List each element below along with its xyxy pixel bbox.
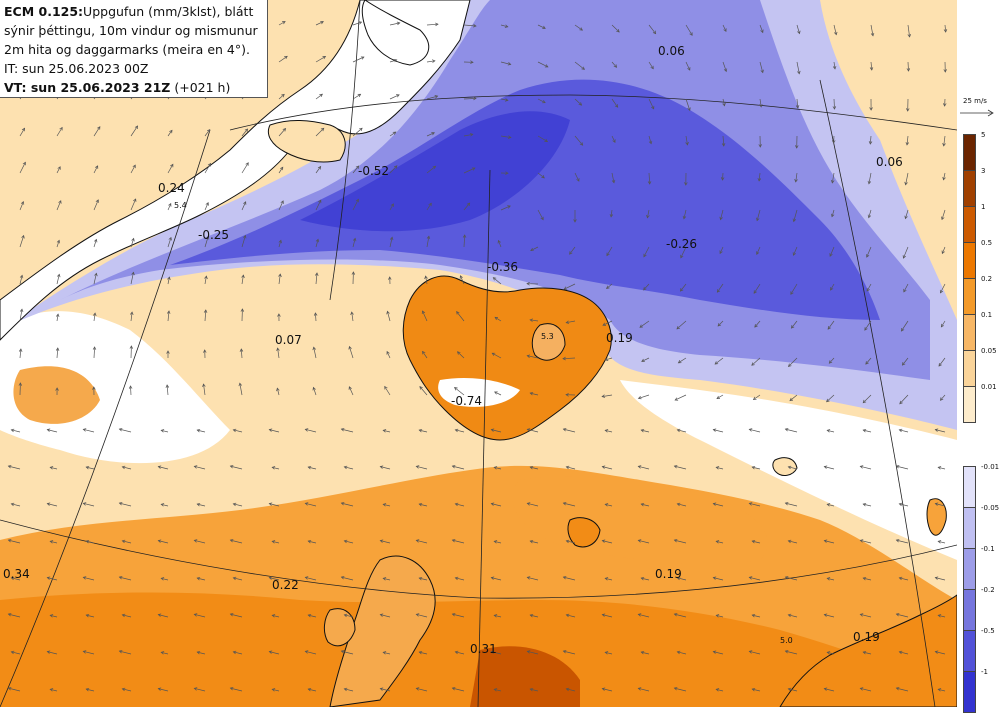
value-label: -0.52 <box>358 164 389 178</box>
value-label: 5.4 <box>174 201 187 210</box>
value-label: 0.07 <box>275 333 302 347</box>
legend-tick: 0.01 <box>981 383 997 391</box>
value-label: 0.19 <box>606 331 633 345</box>
wind-arrow <box>834 99 835 109</box>
value-label: 0.31 <box>470 642 497 656</box>
legend-swatch <box>963 548 976 590</box>
value-label: 0.24 <box>158 181 185 195</box>
value-label: -0.26 <box>666 237 697 251</box>
legend-swatch <box>963 278 976 315</box>
valid-time: VT: sun 25.06.2023 21Z <box>4 80 170 95</box>
legend-swatch <box>963 206 976 243</box>
value-label: 0.19 <box>655 567 682 581</box>
legend-swatch <box>963 170 976 207</box>
legend-tick: 0.05 <box>981 347 997 355</box>
legend-tick: -0.2 <box>981 586 995 594</box>
info-line-1: ECM 0.125:Uppgufun (mm/3klst), blátt <box>4 2 263 21</box>
legend-swatch <box>963 466 976 508</box>
legend-tick: -0.5 <box>981 627 995 635</box>
legend-swatch <box>963 242 976 279</box>
legend-tick: 0.5 <box>981 239 992 247</box>
wind-scale-arrow <box>958 108 998 118</box>
wind-scale-label: 25 m/s <box>963 97 987 105</box>
weather-map: 0.06 -0.52 0.06 0.24 5.4 -0.25 -0.36 -0.… <box>0 0 957 707</box>
value-label: 0.19 <box>853 630 880 644</box>
legend-swatch <box>963 350 976 387</box>
legend-tick: -0.1 <box>981 545 995 553</box>
forecast-lead: (+021 h) <box>174 80 230 95</box>
legend-tick: 0.2 <box>981 275 992 283</box>
legend-swatch <box>963 507 976 549</box>
value-label: -0.74 <box>451 394 482 408</box>
legend-swatch <box>963 589 976 631</box>
value-label: 0.06 <box>876 155 903 169</box>
legend-swatch <box>963 386 976 423</box>
info-line-3: 2m hita og daggarmarks (meira en 4°). <box>4 40 263 59</box>
legend-tick: -0.05 <box>981 504 999 512</box>
value-label: 5.3 <box>541 332 554 341</box>
legend-tick: 0.1 <box>981 311 992 319</box>
model-name: ECM 0.125: <box>4 4 83 19</box>
legend-tick: 3 <box>981 167 985 175</box>
info-line-2: sýnir þéttingu, 10m vindur og mismunur <box>4 21 263 40</box>
color-legend: 5 3 1 0.5 0.2 0.1 0.05 0.01 -0.01 -0.05 -0.1 -0.2 -… <box>957 0 1000 707</box>
info-description: Uppgufun (mm/3klst), blátt <box>83 4 253 19</box>
legend-swatch <box>963 630 976 672</box>
value-label: -0.25 <box>198 228 229 242</box>
valid-time-line: VT: sun 25.06.2023 21Z (+021 h) <box>4 78 263 97</box>
legend-tick: -0.01 <box>981 463 999 471</box>
initial-time: IT: sun 25.06.2023 00Z <box>4 59 263 78</box>
legend-tick: -1 <box>981 668 988 676</box>
map-canvas <box>0 0 957 707</box>
value-label: 0.34 <box>3 567 30 581</box>
value-label: 0.22 <box>272 578 299 592</box>
legend-tick: 1 <box>981 203 985 211</box>
value-label: 5.0 <box>780 636 793 645</box>
legend-swatch <box>963 314 976 351</box>
forecast-info-box: ECM 0.125:Uppgufun (mm/3klst), blátt sýn… <box>0 0 268 98</box>
legend-tick: 5 <box>981 131 985 139</box>
legend-swatch <box>963 134 976 171</box>
value-label: 0.06 <box>658 44 685 58</box>
value-label: -0.36 <box>487 260 518 274</box>
jan-mayen <box>773 458 797 476</box>
